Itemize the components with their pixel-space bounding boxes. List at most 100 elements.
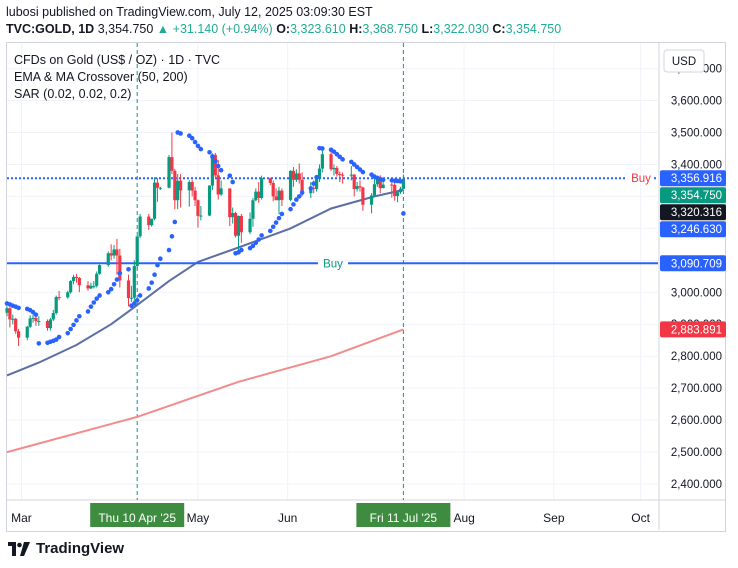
price-tag [660,170,726,187]
candle-body [158,187,162,189]
chart-panel[interactable] [6,42,726,532]
legend-indicator-sar[interactable]: SAR (0.02, 0.02, 0.2) [14,87,132,101]
price-tag [660,255,726,272]
candle-body [251,200,255,219]
candle-body [147,216,151,226]
candle-body [398,188,403,193]
sar-dot [189,135,195,141]
candle-body [69,281,73,293]
candle-body [358,186,362,188]
candle-body [254,191,258,201]
sar-dot [71,322,76,328]
buy-label-upper: Buy [631,173,651,185]
candle-body [369,195,374,205]
candle-body [401,178,405,189]
candle-body [118,255,122,281]
sar-dot [88,304,94,309]
sar-dot [85,309,91,314]
sar-dot [311,181,316,186]
candle-body [155,182,160,188]
candle-body [51,313,55,320]
sar-dot [16,305,21,311]
sar-dot [172,219,178,225]
sar-dot [308,186,314,191]
price-tag-label: 3,354.750 [671,190,722,202]
chart-header: lubosi published on TradingView.com, Jul… [6,4,561,38]
candle-body [28,318,32,327]
y-tick-label: 2,500.000 [671,447,722,459]
candle-body [129,297,134,299]
y-tick-label: 2,400.000 [671,479,722,491]
legend-title: CFDs on Gold (US$ / OZ) · 1D · TVC [14,53,221,67]
sar-dot [192,139,198,145]
candle-body [288,170,293,200]
candle-body [77,277,81,286]
sar-dot [296,194,302,199]
open-label: O: [276,22,291,36]
candle-body [338,174,342,176]
sar-dot [273,220,279,225]
y-tick-label: 2,800.000 [671,351,722,363]
candle-body [199,215,203,217]
candle-body [332,167,336,170]
candle-body [54,297,58,314]
price-tag [660,204,726,221]
candle-body [126,280,131,299]
sar-dot [380,177,386,183]
candle-body [233,213,238,236]
brand-name: TradingView [36,540,125,557]
sar-dot [215,163,221,169]
sar-dot [218,167,224,173]
candle-body [277,190,281,201]
price-tag [660,187,726,204]
candle-body [341,174,345,176]
sar-dot [314,174,319,180]
price-tag [660,321,726,338]
currency-button[interactable] [663,49,705,73]
sar-dot [288,206,293,212]
last-price: 3,354.750 [97,22,154,36]
candle-body [375,178,379,185]
candle-body [335,167,339,175]
sar-dot [65,330,71,336]
candle-body [132,266,136,298]
candle-body [390,184,394,186]
candle-body [349,174,353,176]
candle-body [97,265,102,274]
candle-body [167,157,171,188]
candle-body [219,188,223,195]
candle-body [16,331,21,338]
sar-dot [132,301,137,306]
up-arrow-icon: ▲ [156,22,170,36]
candle-body [213,154,217,176]
sar-dot [94,296,99,301]
legend: CFDs on Gold (US$ / OZ) · 1D · TVC EMA &… [14,52,220,103]
candle-body [109,253,113,256]
sar-dot [158,256,163,262]
candle-body [34,317,38,322]
sar-dot [134,297,140,303]
sar-dot [74,318,79,323]
candle-body [396,192,400,197]
candle-body [231,213,235,218]
open-value: 3,323.610 [290,22,346,36]
price-tag-label: 3,246.630 [671,224,722,236]
sar-dot [253,240,259,246]
sar-dot [294,197,299,202]
x-tick-label: Oct [631,511,650,525]
candle-body [291,170,296,180]
candle-body [228,188,232,218]
price-tag-label: 3,090.709 [671,258,722,270]
candle-body [300,179,304,194]
candle-body [112,249,116,256]
candle-body [280,190,284,200]
legend-indicator-ema-ma[interactable]: EMA & MA Crossover (50, 200) [14,70,188,84]
price-tag [660,221,726,238]
sar-dot [227,173,233,178]
sar-dot [178,131,183,136]
candle-body [207,185,212,216]
candle-body [378,178,382,189]
y-tick-label: 2,600.000 [671,415,722,427]
high-label: H: [349,22,363,36]
